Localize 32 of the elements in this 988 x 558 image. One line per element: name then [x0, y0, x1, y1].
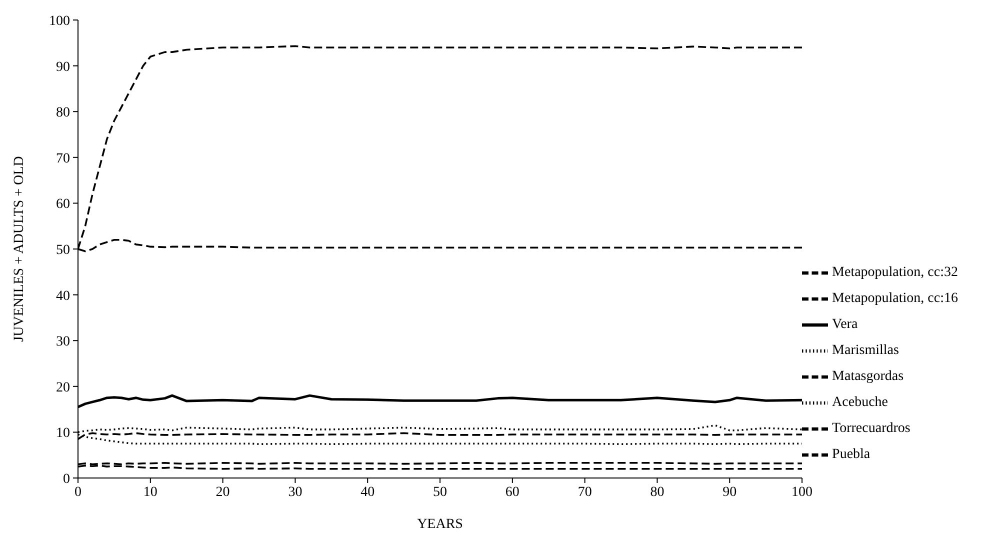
y-axis-title: JUVENILES + ADULTS + OLD: [12, 156, 27, 342]
x-tick-label: 80: [650, 484, 664, 500]
x-axis-title: YEARS: [417, 517, 463, 532]
legend-label: Puebla: [832, 447, 870, 462]
legend-label: Metapopulation, cc:32: [832, 265, 958, 280]
y-tick-label: 70: [56, 151, 70, 166]
y-tick-label: 10: [56, 426, 70, 442]
legend-label: Acebuche: [832, 395, 888, 410]
y-tick-label: 90: [56, 60, 70, 75]
y-tick-label: 30: [56, 334, 70, 350]
x-tick-label: 30: [288, 484, 302, 500]
y-tick-label: 0: [63, 472, 70, 487]
x-tick-label: 60: [505, 484, 520, 500]
x-tick-label: 0: [74, 484, 82, 500]
legend-label: Torrecuardros: [832, 421, 910, 436]
y-tick-label: 40: [56, 288, 70, 304]
legend-label: Vera: [832, 317, 858, 332]
legend-label: Matasgordas: [832, 369, 904, 384]
y-tick-label: 50: [56, 242, 70, 258]
x-tick-label: 50: [433, 484, 448, 500]
y-tick-label: 20: [56, 380, 70, 396]
x-tick-label: 10: [143, 484, 158, 500]
x-tick-label: 90: [722, 484, 737, 500]
y-tick-label: 80: [56, 106, 70, 121]
x-tick-label: 20: [216, 484, 230, 500]
x-tick-label: 100: [792, 484, 813, 500]
legend-label: Metapopulation, cc:16: [832, 291, 958, 306]
y-tick-label: 60: [56, 197, 70, 212]
x-tick-label: 70: [578, 484, 592, 500]
legend-label: Marismillas: [832, 343, 899, 358]
x-tick-label: 40: [360, 484, 375, 500]
y-tick-label: 100: [49, 14, 70, 29]
